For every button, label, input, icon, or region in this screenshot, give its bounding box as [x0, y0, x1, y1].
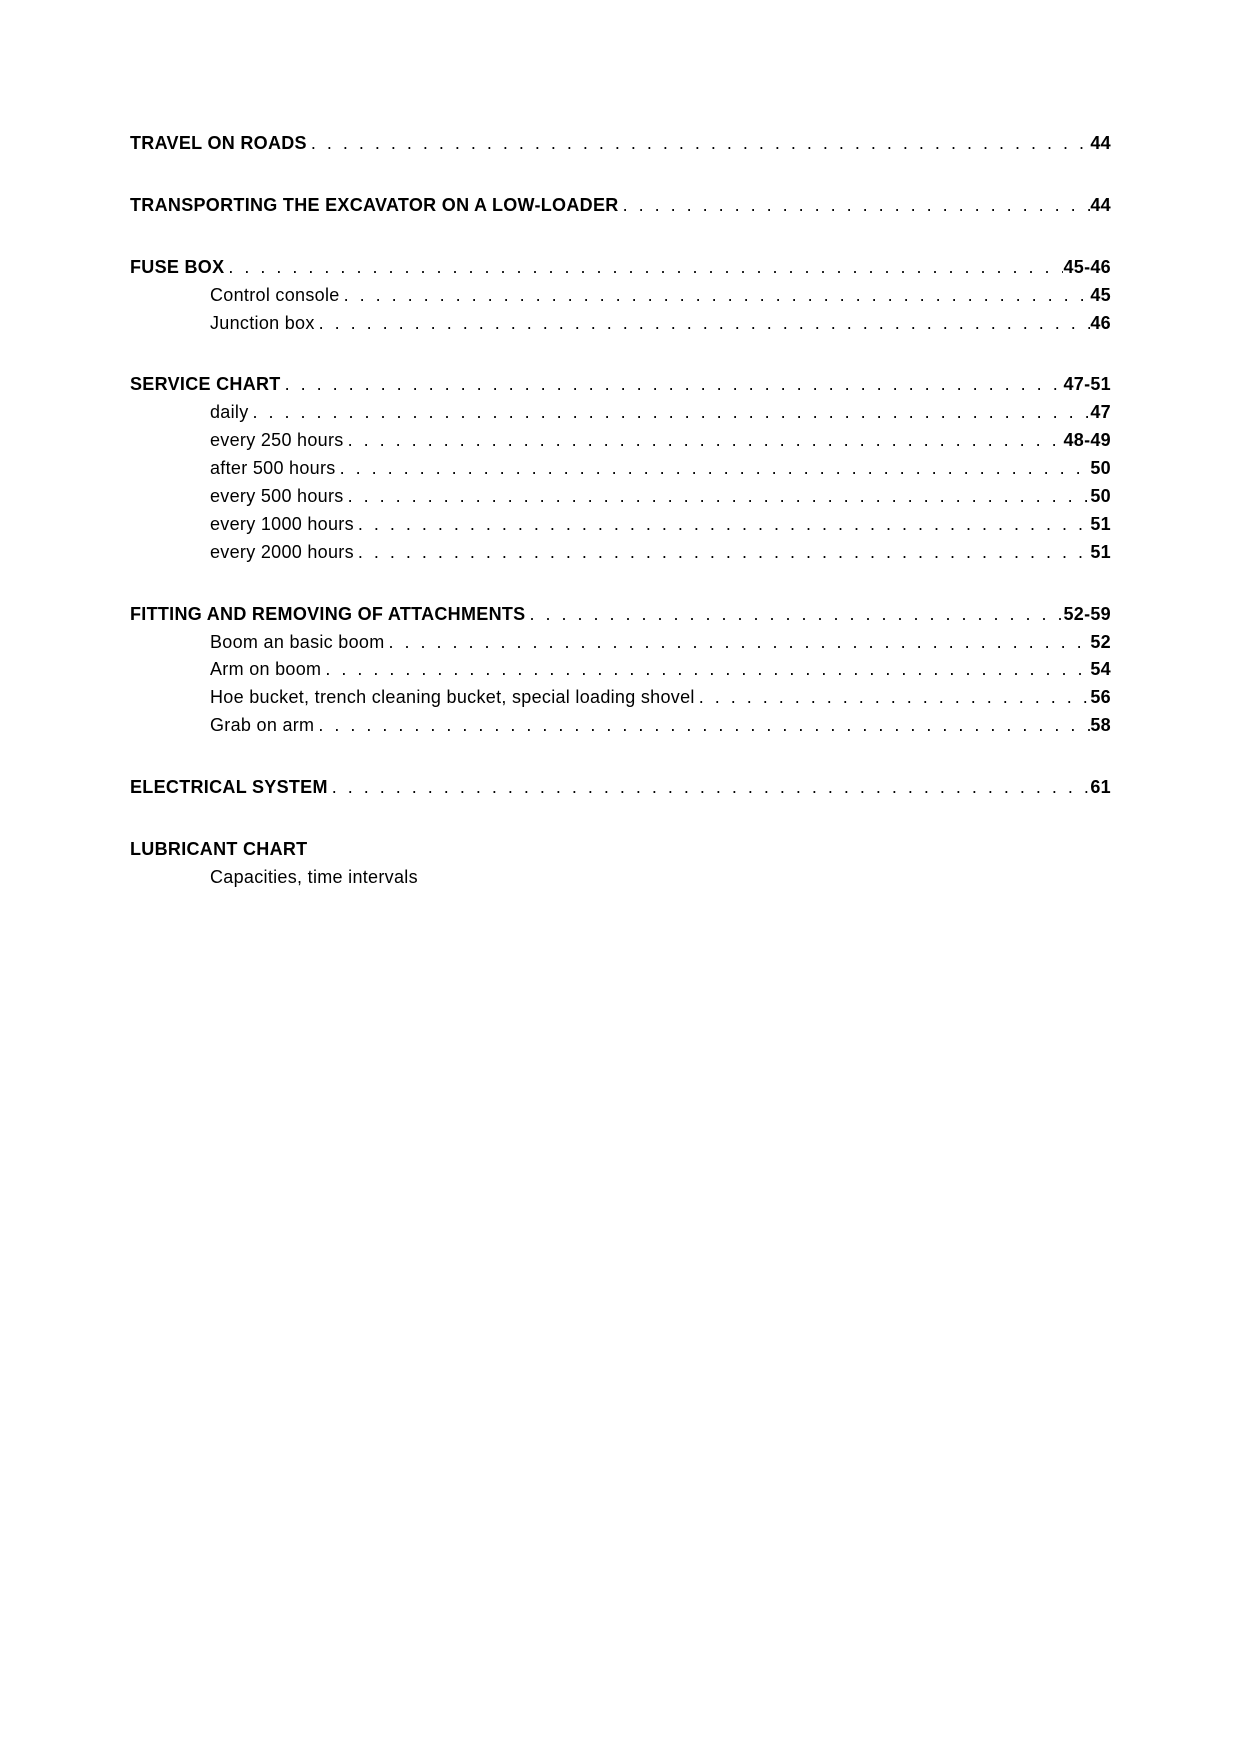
toc-sub-line: every 250 hours 48-49 — [130, 427, 1111, 455]
toc-group: SERVICE CHART47-51daily47every 250 hours… — [130, 371, 1111, 566]
toc-page-number: 56 — [1090, 684, 1111, 712]
toc-heading-line: TRAVEL ON ROADS 44 — [130, 130, 1111, 158]
toc-leader-dots — [354, 539, 1090, 567]
table-of-contents: TRAVEL ON ROADS 44 TRANSPORTING THE EXCAVA… — [130, 130, 1111, 892]
toc-leader-dots — [328, 774, 1091, 802]
toc-sub-title: Boom an basic boom — [210, 629, 385, 657]
toc-sub-title: every 500 hours — [210, 483, 344, 511]
toc-heading-line: FITTING AND REMOVING OF ATTACHMENTS 52-59 — [130, 601, 1111, 629]
toc-page-number: 44 — [1090, 130, 1111, 158]
toc-sub-title: Capacities, time intervals — [210, 864, 418, 892]
toc-heading-line: ELECTRICAL SYSTEM 61 — [130, 774, 1111, 802]
toc-page-number: 45-46 — [1063, 254, 1111, 282]
toc-leader-dots — [695, 684, 1091, 712]
toc-page-number: 58 — [1090, 712, 1111, 740]
toc-sub-line: every 2000 hours 51 — [130, 539, 1111, 567]
toc-leader-dots — [340, 282, 1091, 310]
toc-page-number: 51 — [1090, 511, 1111, 539]
toc-heading-line: LUBRICANT CHART — [130, 836, 1111, 864]
toc-group: LUBRICANT CHARTCapacities, time interval… — [130, 836, 1111, 892]
toc-sub-line: Grab on arm 58 — [130, 712, 1111, 740]
toc-page-number: 45 — [1090, 282, 1111, 310]
toc-sub-line: Junction box 46 — [130, 310, 1111, 338]
toc-sub-line: Hoe bucket, trench cleaning bucket, spec… — [130, 684, 1111, 712]
toc-sub-title: daily — [210, 399, 249, 427]
toc-leader-dots — [281, 371, 1064, 399]
toc-heading-line: TRANSPORTING THE EXCAVATOR ON A LOW-LOAD… — [130, 192, 1111, 220]
toc-heading-title: ELECTRICAL SYSTEM — [130, 774, 328, 802]
toc-leader-dots — [315, 310, 1091, 338]
toc-sub-line: every 500 hours 50 — [130, 483, 1111, 511]
toc-sub-line: every 1000 hours 51 — [130, 511, 1111, 539]
toc-page-number: 52 — [1090, 629, 1111, 657]
toc-page-number: 50 — [1090, 483, 1111, 511]
toc-heading-title: LUBRICANT CHART — [130, 836, 307, 864]
toc-leader-dots — [525, 601, 1063, 629]
toc-leader-dots — [321, 656, 1090, 684]
toc-heading-title: FITTING AND REMOVING OF ATTACHMENTS — [130, 601, 525, 629]
toc-leader-dots — [385, 629, 1091, 657]
toc-page-number: 47-51 — [1063, 371, 1111, 399]
toc-leader-dots — [249, 399, 1091, 427]
toc-sub-title: after 500 hours — [210, 455, 336, 483]
toc-sub-title: every 1000 hours — [210, 511, 354, 539]
toc-page-number: 51 — [1090, 539, 1111, 567]
toc-leader-dots — [307, 130, 1091, 158]
toc-heading-title: TRAVEL ON ROADS — [130, 130, 307, 158]
toc-sub-title: every 2000 hours — [210, 539, 354, 567]
toc-sub-line: Control console 45 — [130, 282, 1111, 310]
toc-sub-line: after 500 hours 50 — [130, 455, 1111, 483]
toc-group: ELECTRICAL SYSTEM 61 — [130, 774, 1111, 802]
toc-page-number: 47 — [1090, 399, 1111, 427]
toc-sub-title: Junction box — [210, 310, 315, 338]
toc-heading-line: FUSE BOX 45-46 — [130, 254, 1111, 282]
toc-leader-dots — [354, 511, 1090, 539]
toc-leader-dots — [344, 427, 1064, 455]
toc-page-number: 61 — [1090, 774, 1111, 802]
toc-group: FUSE BOX45-46Control console45Junction b… — [130, 254, 1111, 338]
toc-heading-line: SERVICE CHART 47-51 — [130, 371, 1111, 399]
toc-leader-dots — [344, 483, 1091, 511]
toc-leader-dots — [224, 254, 1063, 282]
toc-group: TRAVEL ON ROADS 44 — [130, 130, 1111, 158]
toc-page-number: 48-49 — [1063, 427, 1111, 455]
toc-leader-dots — [314, 712, 1090, 740]
toc-page-number: 44 — [1090, 192, 1111, 220]
toc-sub-title: Hoe bucket, trench cleaning bucket, spec… — [210, 684, 695, 712]
toc-sub-title: Grab on arm — [210, 712, 314, 740]
toc-leader-dots — [336, 455, 1091, 483]
toc-page-number: 54 — [1090, 656, 1111, 684]
toc-sub-line: Capacities, time intervals — [130, 864, 1111, 892]
toc-leader-dots — [619, 192, 1091, 220]
toc-group: TRANSPORTING THE EXCAVATOR ON A LOW-LOAD… — [130, 192, 1111, 220]
toc-sub-line: Arm on boom 54 — [130, 656, 1111, 684]
toc-sub-line: Boom an basic boom 52 — [130, 629, 1111, 657]
toc-heading-title: SERVICE CHART — [130, 371, 281, 399]
toc-heading-title: TRANSPORTING THE EXCAVATOR ON A LOW-LOAD… — [130, 192, 619, 220]
toc-sub-title: Control console — [210, 282, 340, 310]
toc-heading-title: FUSE BOX — [130, 254, 224, 282]
toc-page-number: 52-59 — [1063, 601, 1111, 629]
toc-sub-title: Arm on boom — [210, 656, 321, 684]
toc-page-number: 50 — [1090, 455, 1111, 483]
toc-sub-line: daily 47 — [130, 399, 1111, 427]
toc-group: FITTING AND REMOVING OF ATTACHMENTS 52-59… — [130, 601, 1111, 740]
toc-sub-title: every 250 hours — [210, 427, 344, 455]
toc-page-number: 46 — [1090, 310, 1111, 338]
